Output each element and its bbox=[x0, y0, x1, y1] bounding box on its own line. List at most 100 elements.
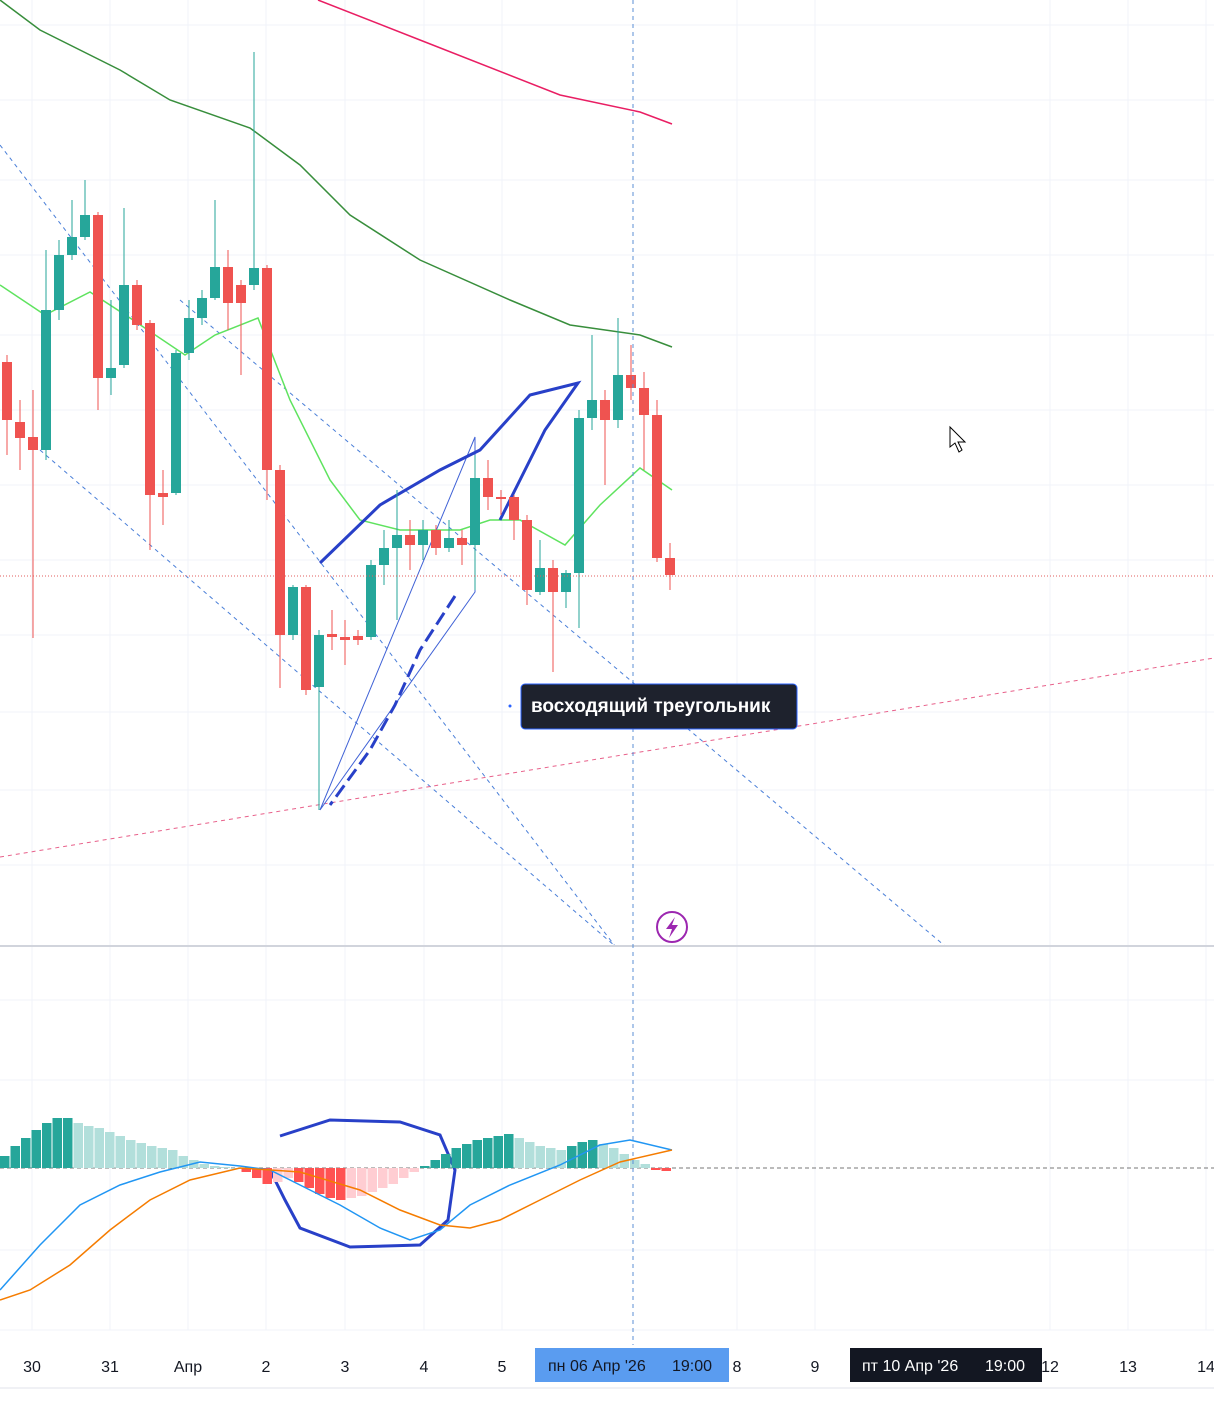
candle-body bbox=[80, 215, 90, 237]
macd-hist bbox=[567, 1146, 577, 1168]
macd-hist bbox=[283, 1168, 293, 1178]
candle-body bbox=[106, 368, 116, 378]
macd-hist bbox=[661, 1168, 671, 1171]
macd-hist bbox=[157, 1148, 167, 1168]
macd-hist bbox=[525, 1142, 535, 1168]
x-tick-label: 9 bbox=[811, 1359, 820, 1376]
x-tick-label: 14 bbox=[1197, 1359, 1214, 1376]
macd-line bbox=[0, 1139, 673, 1291]
macd-hist bbox=[262, 1168, 272, 1184]
macd-hist bbox=[598, 1144, 608, 1168]
ma-pink bbox=[317, 0, 673, 125]
macd-hist bbox=[462, 1144, 472, 1168]
candle-body bbox=[626, 375, 636, 388]
support-line bbox=[0, 657, 1214, 858]
macd-hist bbox=[556, 1150, 566, 1168]
macd-hist bbox=[630, 1160, 640, 1168]
candle-body bbox=[236, 285, 246, 303]
macd-hist bbox=[493, 1136, 503, 1168]
candle-body bbox=[613, 375, 623, 420]
candle-body bbox=[327, 634, 337, 637]
macd-hist bbox=[84, 1126, 94, 1168]
macd-hist bbox=[472, 1140, 482, 1168]
candle-body bbox=[379, 548, 389, 565]
annotation-box[interactable] bbox=[520, 683, 798, 730]
candle-body bbox=[353, 636, 363, 640]
x-tick-label: 31 bbox=[101, 1359, 119, 1376]
macd-hist bbox=[577, 1142, 587, 1168]
signal-line bbox=[0, 1149, 673, 1301]
macd-hist bbox=[178, 1156, 188, 1168]
candle-body bbox=[535, 568, 545, 592]
candle-body bbox=[561, 573, 571, 592]
candle-body bbox=[470, 478, 480, 545]
candle-body bbox=[158, 493, 168, 497]
candle-body bbox=[587, 400, 597, 418]
candle-body bbox=[405, 535, 415, 545]
annotation-anchor bbox=[508, 704, 512, 708]
macd-hist bbox=[10, 1146, 20, 1168]
candle-body bbox=[366, 565, 376, 637]
hover-time: 19:00 bbox=[985, 1358, 1025, 1375]
macd-hist bbox=[147, 1146, 157, 1168]
pen bbox=[318, 380, 582, 565]
candle-body bbox=[15, 422, 25, 438]
macd-hist bbox=[514, 1138, 524, 1168]
candle-body bbox=[665, 558, 675, 575]
macd-hist bbox=[168, 1150, 178, 1168]
macd-hist bbox=[388, 1168, 398, 1184]
macd-hist bbox=[136, 1143, 146, 1168]
candle-body bbox=[54, 255, 64, 310]
drawings bbox=[0, 0, 1214, 1249]
macd-hist bbox=[504, 1134, 514, 1168]
candle-body bbox=[600, 400, 610, 420]
candle-body bbox=[132, 285, 142, 325]
event-icon-bolt bbox=[666, 917, 678, 938]
pen bbox=[268, 1118, 457, 1249]
macd-hist bbox=[52, 1118, 62, 1168]
candle-body bbox=[314, 635, 324, 687]
macd bbox=[0, 1118, 1214, 1301]
macd-hist bbox=[105, 1132, 115, 1168]
macd-hist bbox=[546, 1148, 556, 1168]
macd-hist bbox=[430, 1160, 440, 1168]
macd-hist bbox=[367, 1168, 377, 1192]
macd-hist bbox=[273, 1168, 283, 1182]
macd-hist bbox=[21, 1138, 31, 1168]
candle-body bbox=[392, 535, 402, 548]
x-tick-label: 4 bbox=[420, 1359, 429, 1376]
hover-label-bg bbox=[850, 1348, 1042, 1382]
crosshair-label-bg bbox=[535, 1348, 729, 1382]
candle-body bbox=[262, 268, 272, 470]
candle-body bbox=[483, 478, 493, 497]
macd-hist bbox=[346, 1168, 356, 1198]
x-tick-label: 30 bbox=[23, 1359, 41, 1376]
candle-body bbox=[197, 298, 207, 318]
x-axis: 30 31 Апр 2 3 4 5 8 9 12 13 14 bbox=[23, 1359, 1214, 1376]
candle-body bbox=[119, 285, 129, 365]
macd-hist bbox=[441, 1154, 451, 1168]
macd-hist bbox=[409, 1168, 419, 1172]
candle-body bbox=[301, 587, 311, 690]
candle-body bbox=[67, 237, 77, 255]
macd-hist bbox=[640, 1164, 650, 1168]
candle-body bbox=[340, 637, 350, 640]
candle-body bbox=[288, 587, 298, 635]
macd-hist bbox=[609, 1148, 619, 1168]
macd-hist bbox=[483, 1138, 493, 1168]
macd-hist bbox=[63, 1118, 73, 1168]
grid bbox=[0, 0, 1214, 1331]
candle-body bbox=[41, 310, 51, 450]
macd-hist bbox=[651, 1168, 661, 1170]
macd-hist bbox=[115, 1136, 125, 1168]
macd-hist bbox=[420, 1166, 430, 1168]
macd-hist bbox=[304, 1168, 314, 1188]
trend-line bbox=[39, 449, 616, 947]
candle-body bbox=[28, 437, 38, 450]
macd-hist bbox=[378, 1168, 388, 1188]
candles bbox=[2, 52, 675, 810]
candle-body bbox=[509, 497, 519, 520]
ma-dark-green bbox=[0, 0, 673, 348]
hover-date: пт 10 Апр '26 bbox=[862, 1358, 958, 1375]
macd-hist bbox=[94, 1128, 104, 1168]
